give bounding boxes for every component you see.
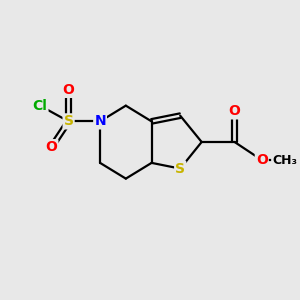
Text: S: S [64, 114, 74, 128]
Text: S: S [175, 162, 185, 176]
Text: O: O [63, 83, 74, 97]
Text: O: O [256, 153, 268, 167]
Text: Cl: Cl [32, 99, 47, 112]
Text: O: O [46, 140, 57, 154]
Text: O: O [229, 104, 241, 118]
Text: CH₃: CH₃ [272, 154, 297, 166]
Text: N: N [94, 114, 106, 128]
